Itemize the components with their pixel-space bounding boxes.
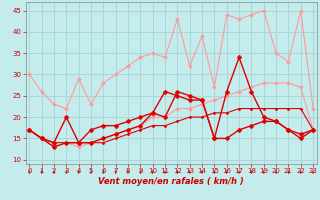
X-axis label: Vent moyen/en rafales ( km/h ): Vent moyen/en rafales ( km/h ) — [98, 177, 244, 186]
